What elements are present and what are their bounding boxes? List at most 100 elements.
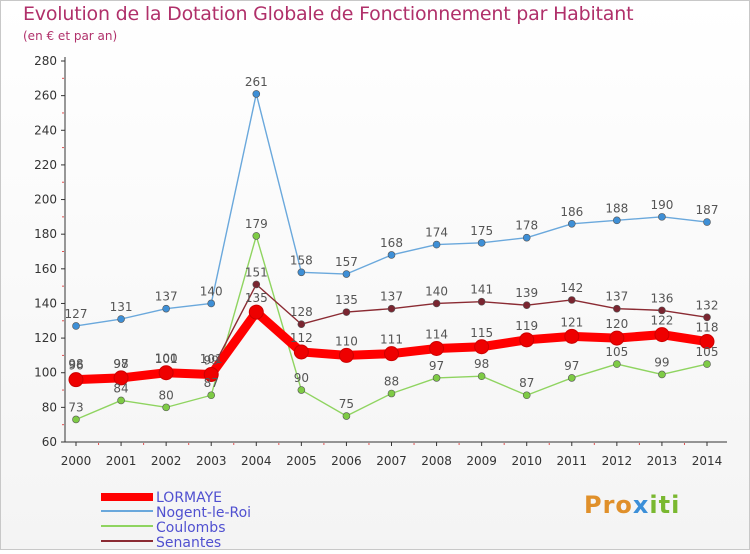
x-tick-label-2003: 2003: [196, 454, 227, 468]
data-label-coulombs-2000: 73: [68, 400, 83, 414]
data-label-lormaye-2009: 115: [470, 326, 493, 340]
point-nogent-le-roi-2014: [703, 218, 711, 226]
data-label-nogent-le-roi-2006: 157: [335, 255, 358, 269]
point-senantes-2006: [342, 308, 351, 316]
point-coulombs-2013: [658, 370, 666, 379]
point-lormaye-2004: [248, 304, 264, 320]
data-label-lormaye-2012: 120: [605, 317, 628, 331]
point-lormaye-2010: [519, 332, 535, 348]
data-label-senantes-2004: 151: [245, 265, 268, 279]
point-lormaye-2014: [699, 334, 715, 350]
point-nogent-le-roi-2005: [297, 268, 306, 277]
data-label-nogent-le-roi-2001: 131: [110, 300, 133, 314]
data-label-coulombs-2014: 105: [696, 345, 719, 359]
x-tick-label-2001: 2001: [106, 454, 137, 468]
data-label-coulombs-2013: 99: [654, 355, 669, 369]
y-tick-label-80: 80: [42, 400, 57, 414]
point-coulombs-2004: [252, 232, 261, 240]
x-tick-label-2007: 2007: [376, 454, 407, 468]
data-label-nogent-le-roi-2009: 175: [470, 224, 493, 238]
point-coulombs-2014: [703, 360, 711, 368]
point-senantes-2009: [477, 297, 486, 306]
point-lormaye-2000: [68, 372, 84, 388]
data-label-senantes-2001: 98: [113, 357, 128, 371]
point-nogent-le-roi-2013: [658, 213, 666, 221]
point-coulombs-2010: [522, 391, 531, 400]
point-senantes-2012: [613, 304, 621, 313]
point-nogent-le-roi-2011: [567, 219, 576, 228]
point-nogent-le-roi-2004: [252, 90, 261, 98]
y-tick-label-180: 180: [34, 227, 57, 241]
point-senantes-2013: [658, 306, 666, 315]
point-senantes-2007: [387, 304, 396, 313]
data-label-lormaye-2006: 110: [335, 334, 358, 348]
data-label-lormaye-2013: 122: [650, 314, 673, 328]
point-nogent-le-roi-2009: [477, 239, 486, 247]
x-tick-label-2014: 2014: [692, 454, 723, 468]
axes: 60 80 100 120 140 160 180 200 220 240 260 280 2000 20…: [34, 54, 727, 468]
data-label-nogent-le-roi-2013: 190: [650, 198, 673, 212]
data-label-senantes-2013: 136: [650, 291, 673, 305]
data-label-nogent-le-roi-2007: 168: [380, 236, 403, 250]
data-label-lormaye-2011: 121: [560, 315, 583, 329]
y-tick-label-260: 260: [34, 89, 57, 103]
data-label-lormaye-2010: 119: [515, 319, 538, 333]
data-label-senantes-2000: 98: [68, 357, 83, 371]
x-tick-label-2008: 2008: [421, 454, 452, 468]
point-nogent-le-roi-2007: [387, 251, 396, 259]
data-label-nogent-le-roi-2004: 261: [245, 75, 268, 89]
point-lormaye-2002: [158, 365, 174, 381]
x-tick-label-2005: 2005: [286, 454, 317, 468]
point-lormaye-2011: [564, 328, 580, 344]
data-label-nogent-le-roi-2002: 137: [155, 290, 178, 304]
point-lormaye-2003: [203, 366, 219, 382]
x-tick-label-2006: 2006: [331, 454, 362, 468]
chart-subtitle: (en € et par an): [23, 29, 118, 43]
data-label-lormaye-2005: 112: [290, 331, 313, 345]
legend-swatch-nogent-le-roi: [101, 510, 153, 512]
point-nogent-le-roi-2003: [207, 299, 216, 308]
point-coulombs-2002: [162, 403, 170, 412]
data-label-coulombs-2010: 87: [519, 376, 534, 390]
point-nogent-le-roi-2006: [342, 270, 351, 278]
point-nogent-le-roi-2001: [117, 315, 125, 323]
data-label-nogent-le-roi-2003: 140: [200, 284, 223, 298]
data-label-lormaye-2000: 96: [68, 359, 83, 373]
data-label-senantes-2002: 101: [155, 352, 178, 366]
data-label-coulombs-2005: 90: [294, 371, 309, 385]
y-tick-label-220: 220: [34, 158, 57, 172]
point-coulombs-2000: [72, 415, 80, 424]
data-label-senantes-2014: 132: [696, 298, 719, 312]
point-senantes-2014: [703, 313, 711, 322]
y-tick-label-60: 60: [42, 435, 57, 449]
data-label-lormaye-2008: 114: [425, 327, 448, 341]
data-label-senantes-2012: 137: [605, 290, 628, 304]
point-lormaye-2009: [474, 339, 490, 355]
data-label-coulombs-2009: 98: [474, 357, 489, 371]
point-nogent-le-roi-2012: [613, 216, 621, 225]
data-label-coulombs-2007: 88: [384, 375, 399, 389]
x-tick-label-2002: 2002: [151, 454, 182, 468]
point-lormaye-2012: [609, 330, 625, 346]
legend-label-lormaye: LORMAYE: [156, 490, 223, 506]
point-senantes-2011: [567, 296, 576, 304]
data-label-lormaye-2007: 111: [380, 333, 403, 347]
point-coulombs-2008: [432, 374, 441, 382]
point-coulombs-2011: [567, 374, 576, 382]
y-tick-label-140: 140: [34, 296, 57, 310]
legend-label-nogent-le-roi: Nogent-le-Roi: [156, 505, 252, 521]
data-label-senantes-2009: 141: [470, 283, 493, 297]
point-nogent-le-roi-2000: [72, 322, 80, 330]
y-tick-label-160: 160: [34, 262, 57, 276]
data-label-nogent-le-roi-2005: 158: [290, 253, 313, 267]
data-label-nogent-le-roi-2008: 174: [425, 226, 448, 240]
data-label-nogent-le-roi-2010: 178: [515, 219, 538, 233]
point-lormaye-2005: [293, 344, 309, 360]
y-tick-label-200: 200: [34, 193, 57, 207]
point-nogent-le-roi-2008: [432, 240, 441, 249]
data-label-coulombs-2008: 97: [429, 359, 444, 373]
y-tick-label-240: 240: [34, 123, 57, 137]
data-label-senantes-2007: 137: [380, 290, 403, 304]
